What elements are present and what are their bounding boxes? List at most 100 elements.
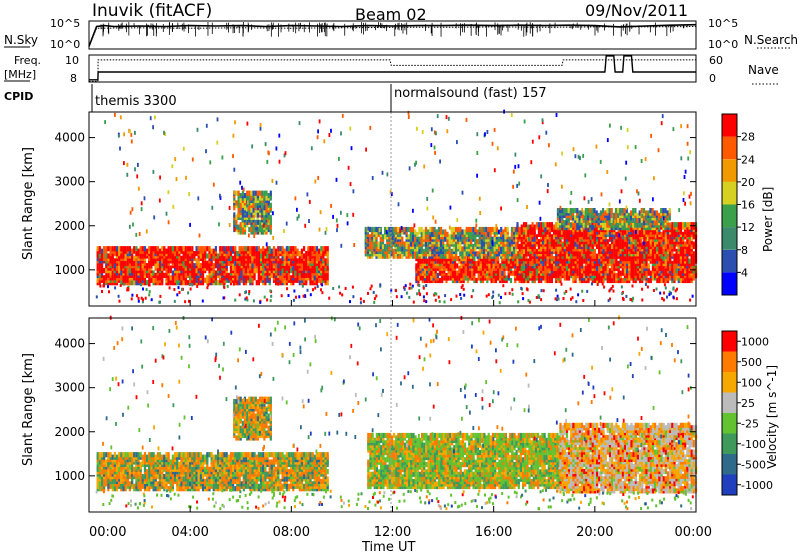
heat-cell (664, 277, 667, 284)
heat-cell (189, 255, 192, 261)
heat-cell (246, 298, 249, 302)
heat-cell (313, 260, 316, 266)
heat-cell (669, 234, 672, 240)
heat-cell (407, 234, 410, 240)
heat-cell (315, 268, 319, 274)
heat-cell (649, 248, 652, 254)
heat-cell (550, 222, 553, 228)
heat-cell (287, 253, 291, 259)
heat-cell (619, 241, 622, 247)
heat-cell (326, 258, 329, 264)
heat-cell (171, 280, 174, 286)
heat-cell (437, 295, 440, 299)
heat-cell (418, 236, 421, 242)
heat-cell (544, 231, 547, 237)
heat-cell (126, 268, 129, 274)
heat-cell (303, 263, 306, 269)
heat-cell (578, 231, 581, 237)
heat-cell (631, 284, 634, 288)
heat-cell (499, 268, 502, 274)
heat-cell (298, 251, 301, 257)
heat-cell (433, 226, 436, 233)
heat-cell (122, 246, 125, 252)
heat-cell (266, 253, 269, 259)
heat-cell (269, 202, 272, 208)
heat-cell (242, 268, 245, 274)
heat-cell (238, 246, 241, 252)
heat-cell (290, 258, 293, 264)
heat-cell (420, 236, 423, 242)
heat-cell (195, 268, 198, 274)
heat-cell (437, 234, 440, 240)
heat-cell (324, 258, 327, 264)
heat-cell (626, 268, 629, 274)
heat-cell (101, 290, 103, 293)
heat-cell (555, 256, 558, 262)
heat-cell (133, 275, 136, 281)
heat-cell (497, 263, 500, 269)
heat-cell (593, 226, 596, 233)
heat-cell (584, 222, 587, 228)
heat-cell (610, 287, 613, 290)
heat-cell (326, 265, 329, 271)
heat-cell (666, 239, 670, 245)
heat-cell (675, 268, 678, 274)
heat-cell (537, 294, 540, 298)
heat-cell (318, 248, 321, 254)
heat-cell (239, 222, 242, 228)
heat-cell (563, 258, 566, 264)
heat-cell (169, 246, 172, 252)
heat-cell (690, 222, 693, 228)
heat-cell (349, 300, 351, 304)
heat-cell (553, 224, 556, 230)
heat-cell (251, 246, 254, 252)
heat-cell (266, 275, 269, 281)
heat-cell (684, 229, 687, 235)
heat-cell (470, 226, 473, 233)
heat-cell (480, 226, 483, 233)
heat-cell (261, 226, 264, 233)
heat-cell (154, 246, 157, 252)
heat-cell (518, 275, 521, 281)
heat-cell (476, 251, 479, 257)
heat-cell (559, 270, 562, 276)
heat-cell (617, 251, 620, 257)
heat-cell (593, 277, 596, 284)
heat-cell (522, 234, 526, 240)
heat-cell (118, 260, 121, 266)
heat-cell (485, 231, 488, 237)
heat-cell (246, 212, 249, 218)
heat-cell (675, 253, 678, 259)
heat-cell (481, 270, 485, 276)
heat-cell (475, 277, 478, 284)
heat-cell (431, 243, 434, 250)
heat-cell (417, 263, 420, 269)
heat-cell (449, 275, 452, 281)
heat-cell (412, 226, 415, 233)
heat-cell (265, 205, 268, 211)
heat-cell (478, 253, 481, 259)
heat-cell (263, 217, 266, 223)
heat-cell (492, 294, 495, 298)
heat-cell (682, 222, 685, 228)
heat-cell (478, 226, 481, 233)
heat-cell (623, 248, 627, 254)
heat-cell (438, 277, 442, 284)
heat-cell (416, 231, 419, 237)
heat-cell (504, 226, 507, 233)
heat-cell (236, 251, 239, 257)
heat-cell (265, 195, 268, 201)
heat-cell (550, 277, 553, 284)
heat-cell (646, 285, 649, 289)
heat-cell (515, 226, 518, 233)
heat-cell (596, 260, 599, 267)
heat-cell (248, 205, 251, 211)
heat-cell (173, 288, 176, 291)
heat-cell (98, 253, 101, 259)
heat-cell (464, 265, 467, 271)
heat-cell (414, 236, 417, 242)
heat-cell (261, 205, 264, 211)
heat-cell (457, 226, 460, 233)
